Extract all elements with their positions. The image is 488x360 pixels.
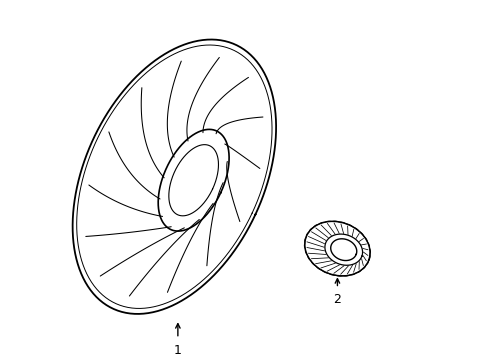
Text: 1: 1 [174, 344, 182, 357]
Text: 2: 2 [333, 293, 341, 306]
